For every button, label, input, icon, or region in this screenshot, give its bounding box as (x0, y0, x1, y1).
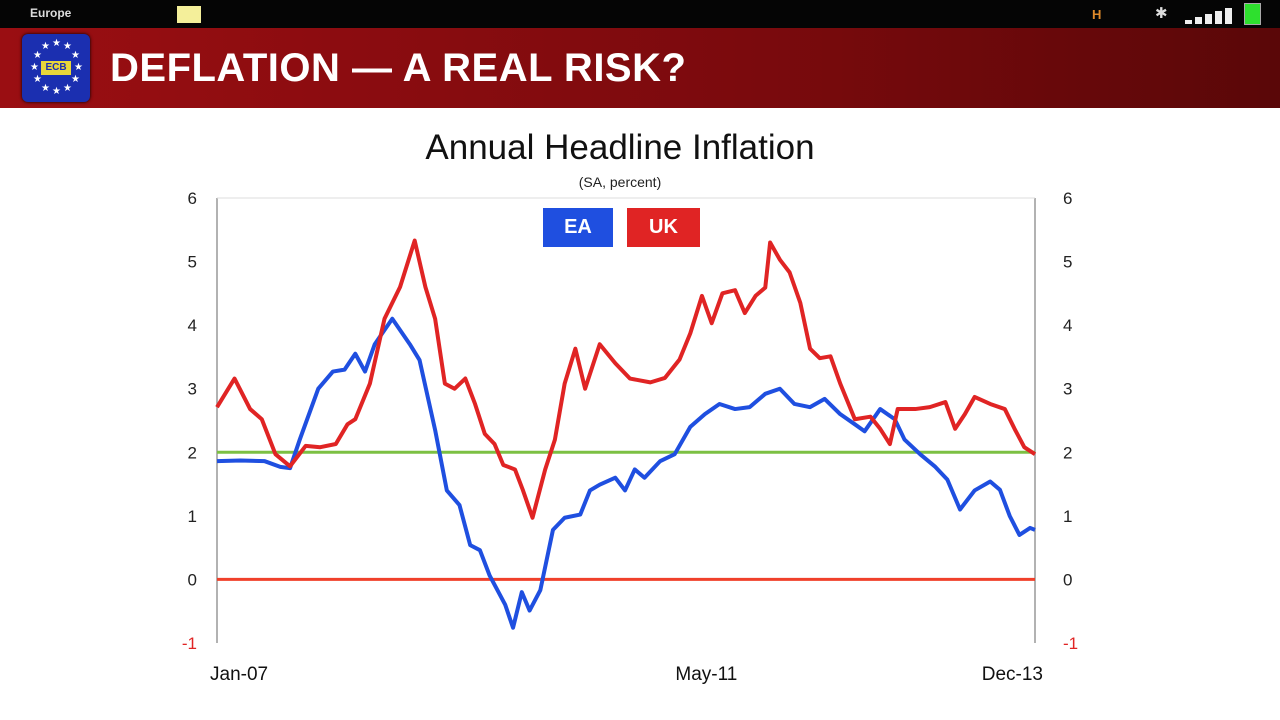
star-icon: ★ (32, 74, 42, 85)
y-tick-left: 1 (188, 507, 197, 526)
y-tick-left: 4 (188, 316, 197, 335)
y-tick-right: 0 (1063, 570, 1072, 589)
x-tick-label: Jan-07 (210, 664, 268, 685)
battery-icon (1244, 3, 1261, 25)
star-icon: ★ (41, 41, 50, 53)
slide-header: ★ ★ ★ ★ ★ ★ ★ ★ ★ ★ ★ ★ ECB DEFLATION — A REAL RISK… (0, 28, 1280, 108)
series-line-uk (215, 238, 1037, 520)
ecb-logo: ★ ★ ★ ★ ★ ★ ★ ★ ★ ★ ★ ★ ECB (22, 34, 90, 102)
y-tick-left: -1 (182, 634, 197, 653)
x-tick-label: Dec-13 (982, 664, 1043, 685)
y-tick-left: 3 (188, 380, 197, 399)
y-tick-left: 5 (188, 253, 197, 272)
y-tick-left: 2 (188, 443, 197, 462)
status-bar: Europe H ✱ (0, 0, 1280, 28)
star-icon: ★ (41, 82, 50, 94)
hd-icon: H (1092, 7, 1102, 22)
notification-icon (177, 6, 201, 23)
y-tick-right: 2 (1063, 443, 1072, 462)
logo-text: ECB (41, 61, 71, 75)
star-icon: ★ (52, 38, 61, 49)
chart-title: Annual Headline Inflation (425, 128, 815, 167)
x-tick-label: May-11 (675, 664, 737, 685)
app-label: Europe (30, 6, 72, 20)
star-icon: ★ (32, 50, 42, 61)
bluetooth-icon: ✱ (1155, 5, 1168, 22)
star-icon: ★ (63, 82, 72, 94)
signal-icon (1185, 8, 1233, 24)
y-tick-right: 5 (1063, 253, 1072, 272)
star-icon: ★ (74, 62, 83, 73)
y-tick-left: 0 (188, 570, 197, 589)
series-line-ea (216, 316, 1036, 630)
y-tick-right: 6 (1063, 189, 1072, 208)
star-icon: ★ (52, 86, 61, 97)
star-icon: ★ (30, 62, 39, 73)
star-icon: ★ (71, 74, 81, 85)
y-tick-right: -1 (1063, 634, 1078, 653)
y-tick-right: 4 (1063, 316, 1072, 335)
slide-title: DEFLATION — A REAL RISK? (110, 46, 687, 90)
star-icon: ★ (63, 41, 72, 53)
legend-ea: EA (543, 208, 613, 247)
y-tick-right: 3 (1063, 380, 1072, 399)
chart-subtitle: (SA, percent) (578, 174, 662, 190)
stars-icon: ★ ★ ★ ★ ★ ★ ★ ★ ★ ★ ★ ★ (30, 38, 83, 98)
legend-uk: UK (627, 208, 700, 247)
star-icon: ★ (71, 50, 81, 61)
y-tick-right: 1 (1063, 507, 1072, 526)
y-tick-left: 6 (188, 189, 197, 208)
